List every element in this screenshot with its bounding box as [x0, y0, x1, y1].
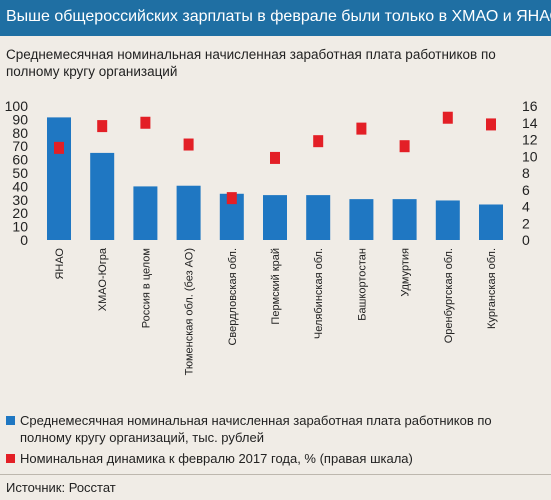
y-left-tick-label: 40 — [12, 178, 28, 194]
y-right-tick-label: 12 — [522, 132, 538, 148]
y-left-tick-label: 0 — [20, 232, 28, 248]
y-right-tick-label: 8 — [522, 165, 530, 181]
x-category-label: Оренбургская обл. — [443, 248, 455, 343]
salary-bar — [263, 195, 287, 240]
salary-bar — [349, 199, 374, 240]
y-right-tick-label: 2 — [522, 215, 530, 231]
y-right-tick-label: 4 — [522, 199, 530, 215]
y-left-tick-label: 10 — [12, 219, 28, 235]
y-right-tick-label: 14 — [522, 115, 538, 131]
y-right-tick-label: 10 — [522, 148, 538, 164]
x-category-label: ХМАО-Югра — [97, 247, 109, 311]
legend-swatch-dynamics — [6, 454, 15, 463]
y-left-tick-label: 90 — [12, 111, 28, 127]
dynamics-marker — [140, 116, 151, 129]
y-right-tick-label: 6 — [522, 182, 530, 198]
y-right-tick-label: 16 — [522, 98, 538, 114]
x-category-label: Удмуртия — [400, 248, 412, 297]
salary-bar — [90, 152, 115, 240]
x-category-label: Тюменская обл. (без АО) — [184, 248, 196, 375]
chart-subtitle: Среднемесячная номинальная начисленная з… — [6, 47, 496, 79]
salary-bar — [47, 117, 71, 240]
salary-bar — [479, 204, 503, 240]
x-category-label: Башкортостан — [356, 248, 368, 321]
dynamics-marker — [442, 111, 453, 124]
dynamics-marker — [486, 118, 496, 131]
y-left-tick-label: 50 — [12, 165, 28, 181]
y-left-tick-label: 30 — [12, 192, 28, 208]
y-left-tick-label: 100 — [5, 98, 29, 114]
legend-item-salary: Среднемесячная номинальная начисленная з… — [6, 412, 541, 446]
dynamics-marker — [270, 151, 280, 164]
salary-bar — [306, 195, 331, 240]
salary-bar — [176, 185, 201, 240]
legend-item-dynamics: Номинальная динамика к февралю 2017 года… — [6, 450, 541, 467]
dynamics-marker — [97, 120, 108, 133]
x-category-label: Курганская обл. — [486, 248, 498, 329]
source-note: Источник: Росстат — [6, 480, 116, 495]
x-category-label: Пермский край — [270, 248, 282, 325]
x-category-label: Челябинская обл. — [313, 248, 325, 339]
x-category-label: Свердловская обл. — [227, 248, 239, 346]
legend: Среднемесячная номинальная начисленная з… — [6, 412, 541, 471]
dynamics-marker — [226, 192, 237, 205]
dynamics-marker — [313, 135, 324, 148]
y-right-tick-label: 0 — [522, 232, 530, 248]
y-left-tick-label: 80 — [12, 125, 28, 141]
salary-bar — [133, 186, 158, 240]
y-left-tick-label: 20 — [12, 205, 28, 221]
dynamics-marker — [356, 122, 367, 135]
title-bar: Выше общероссийских зарплаты в феврале б… — [0, 0, 551, 36]
chart-title: Выше общероссийских зарплаты в феврале б… — [6, 8, 551, 25]
y-left-tick-label: 70 — [12, 138, 28, 154]
x-category-label: Россия в целом — [140, 248, 152, 328]
legend-label-salary: Среднемесячная номинальная начисленная з… — [20, 413, 492, 445]
dynamics-marker — [54, 141, 64, 154]
salary-bar — [392, 199, 417, 240]
x-category-label: ЯНАО — [54, 248, 66, 280]
salary-bar — [435, 200, 460, 240]
legend-swatch-salary — [6, 416, 15, 425]
legend-label-dynamics: Номинальная динамика к февралю 2017 года… — [20, 451, 413, 466]
y-left-tick-label: 60 — [12, 152, 28, 168]
dynamics-marker — [183, 138, 194, 151]
source-divider — [0, 474, 551, 475]
dynamics-marker — [399, 140, 410, 153]
